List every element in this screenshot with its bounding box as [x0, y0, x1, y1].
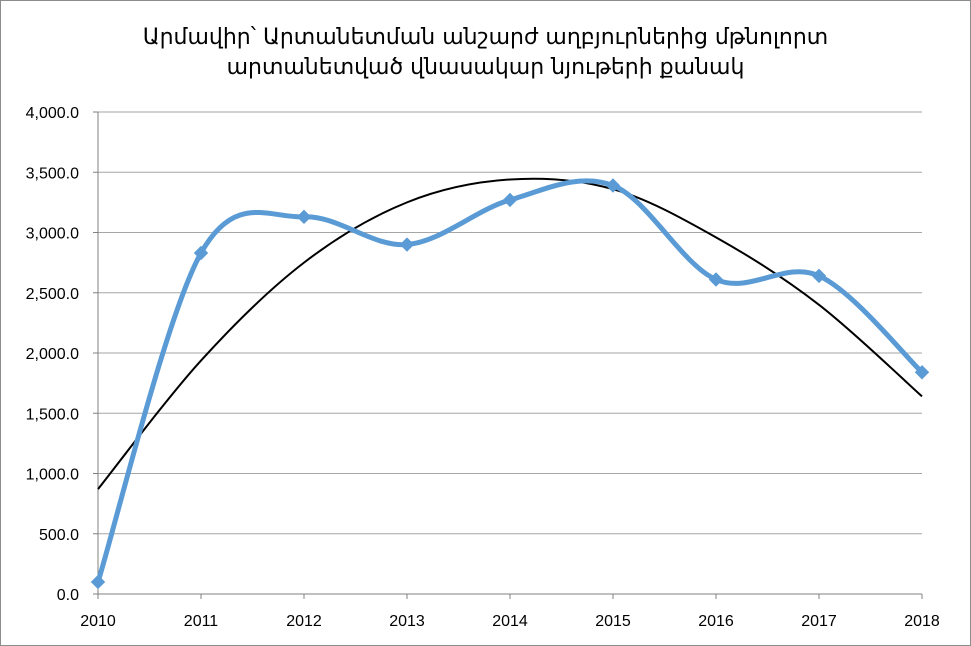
trendline-path [97, 177, 923, 490]
data-point [708, 272, 724, 287]
y-tick-label: 3,500.0 [26, 165, 79, 182]
x-tick-label: 2017 [801, 613, 837, 630]
y-tick-label: 4,000.0 [26, 105, 79, 122]
axes [93, 111, 923, 599]
data-point [90, 574, 106, 590]
data-point [605, 178, 621, 193]
x-tick-label: 2014 [492, 613, 528, 630]
x-tick-label: 2012 [286, 613, 322, 630]
series [90, 178, 930, 590]
x-tick-label: 2016 [698, 613, 734, 630]
y-tick-label: 0.0 [57, 587, 79, 604]
data-point [296, 209, 312, 225]
chart-title: Արմավիր՝ Արտանետման անշարժ աղբյուրներից … [1, 23, 970, 83]
chart-title-line-2: արտանետված վնասակար նյութերի քանակ [226, 55, 745, 80]
y-tick-label: 1,000.0 [26, 467, 79, 484]
y-tick-labels: 0.0 500.0 1,000.0 1,500.0 2,000.0 2,500.0 3,00… [26, 105, 79, 604]
y-tick-label: 3,000.0 [26, 226, 79, 243]
series-line [95, 178, 925, 585]
data-point [399, 237, 415, 252]
data-point [502, 192, 518, 208]
y-tick-label: 500.0 [39, 527, 79, 544]
x-tick-label: 2010 [80, 613, 116, 630]
data-point [914, 365, 930, 380]
gridlines [98, 111, 922, 535]
x-tick-labels: 2010 2011 2012 2013 2014 2015 2016 2017 2018 [80, 613, 940, 630]
x-tick-label: 2015 [595, 613, 631, 630]
trendline [97, 177, 923, 490]
chart-title-line-1: Արմավիր՝ Արտանետման անշարժ աղբյուրներից … [142, 25, 829, 50]
x-tick-label: 2018 [904, 613, 940, 630]
y-tick-label: 2,500.0 [26, 286, 79, 303]
y-tick-label: 1,500.0 [26, 406, 79, 423]
x-tick-label: 2011 [184, 613, 219, 630]
x-tick-label: 2013 [389, 613, 425, 630]
data-point [193, 245, 209, 261]
data-point [811, 268, 827, 284]
y-tick-label: 2,000.0 [26, 346, 79, 363]
